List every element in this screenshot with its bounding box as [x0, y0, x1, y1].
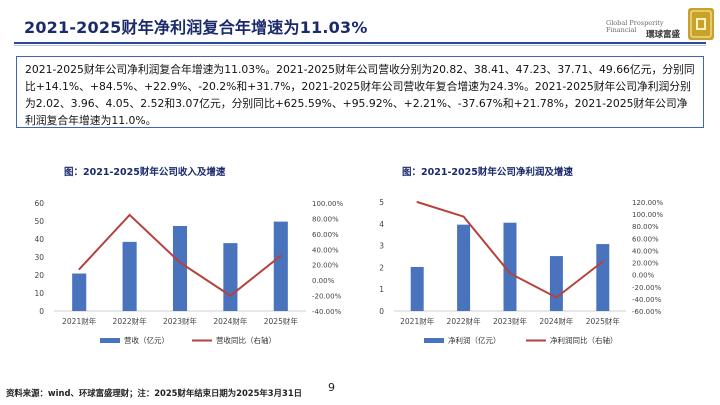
- profit-y-tick-label: 1: [379, 285, 384, 294]
- page-title: 2021-2025财年净利润复合年增速为11.03%: [24, 18, 368, 37]
- revenue-y-tick-label: 30: [34, 253, 44, 262]
- logo-chinese-text: 環球富盛: [646, 30, 681, 40]
- revenue-y-tick-label: 60: [34, 199, 44, 208]
- profit-legend-bar-swatch: [424, 338, 444, 343]
- revenue-legend-bar-swatch: [100, 338, 120, 343]
- revenue-x-tick-label: 2023财年: [163, 316, 198, 326]
- title-underline: [14, 42, 706, 44]
- revenue-y-tick-label: 20: [34, 271, 44, 280]
- profit-y2-tick-label: 60.00%: [632, 235, 659, 243]
- profit-chart-title: 图：2021-2025财年公司净利润及增速: [402, 167, 573, 178]
- revenue-x-tick-label: 2024财年: [213, 316, 248, 326]
- source-note: 资料来源：wind、环球富盛理财；注：2025财年结束日期为2025年3月31日: [6, 388, 303, 398]
- revenue-growth-point: [280, 254, 282, 257]
- profit-growth-point: [416, 201, 418, 203]
- profit-bar: [410, 266, 424, 311]
- coin-logo-icon: [688, 8, 714, 40]
- profit-bar: [457, 224, 471, 311]
- revenue-growth-point: [179, 261, 181, 264]
- profit-y-tick-label: 3: [379, 242, 384, 251]
- profit-legend-bar-label: 净利润（亿元）: [448, 335, 501, 345]
- profit-y2-tick-label: 80.00%: [632, 223, 659, 231]
- profit-y2-tick-label: 120.00%: [632, 199, 663, 207]
- profit-bar: [549, 256, 563, 311]
- revenue-y-tick-label: 40: [34, 235, 44, 244]
- revenue-x-tick-label: 2021财年: [62, 316, 97, 326]
- profit-y-tick-label: 4: [379, 220, 384, 229]
- revenue-legend-line-label: 营收同比（右轴）: [216, 335, 276, 345]
- profit-y2-tick-label: -40.00%: [632, 296, 662, 304]
- revenue-y2-tick-label: -40.00%: [312, 308, 342, 316]
- profit-y2-tick-label: 20.00%: [632, 260, 659, 268]
- page-number: 9: [328, 381, 335, 394]
- revenue-bar: [72, 273, 87, 311]
- profit-y-tick-label: 2: [379, 263, 384, 272]
- profit-bar: [596, 244, 610, 311]
- revenue-y2-tick-label: 40.00%: [312, 246, 339, 254]
- revenue-y-tick-label: 10: [34, 289, 44, 298]
- profit-x-tick-label: 2021财年: [400, 316, 435, 326]
- profit-y-tick-label: 5: [379, 198, 384, 207]
- revenue-growth-point: [78, 268, 80, 271]
- revenue-y2-tick-label: 100.00%: [312, 200, 343, 208]
- profit-y2-tick-label: 0.00%: [632, 272, 655, 280]
- revenue-y-tick-label: 0: [39, 307, 44, 316]
- revenue-y2-tick-label: -20.00%: [312, 293, 342, 301]
- profit-legend-line-label: 净利润同比（右轴）: [550, 335, 618, 345]
- profit-x-tick-label: 2025财年: [586, 316, 621, 326]
- revenue-y2-tick-label: 20.00%: [312, 262, 339, 270]
- profit-growth-point: [602, 260, 604, 263]
- revenue-x-tick-label: 2025财年: [264, 316, 299, 326]
- revenue-bar: [172, 225, 188, 311]
- revenue-chart: 0 10 20 30 40 50 60 -40.00% -20.00% 0.00% 20.00% 40…: [34, 199, 343, 345]
- profit-x-tick-label: 2023财年: [493, 316, 528, 326]
- profit-y2-tick-label: 100.00%: [632, 211, 663, 219]
- profit-y2-tick-label: -20.00%: [632, 284, 662, 292]
- company-logo: Global Prosperity Financial 環球富盛: [604, 6, 716, 42]
- revenue-y-tick-label: 50: [34, 217, 44, 226]
- profit-y2-tick-label: 40.00%: [632, 247, 659, 255]
- profit-growth-point: [462, 215, 465, 218]
- profit-y2-tick-label: -60.00%: [632, 308, 662, 316]
- revenue-bar: [273, 221, 288, 311]
- revenue-y2-tick-label: 80.00%: [312, 215, 339, 223]
- profit-x-tick-label: 2024财年: [539, 316, 574, 326]
- revenue-bar: [223, 243, 238, 311]
- revenue-growth-point: [229, 294, 232, 297]
- profit-growth-point: [555, 296, 558, 299]
- profit-y-tick-label: 0: [379, 307, 384, 316]
- revenue-chart-title: 图：2021-2025财年公司收入及增速: [64, 167, 226, 178]
- title-underline-thin: [14, 45, 706, 46]
- page-title-bar: 2021-2025财年净利润复合年增速为11.03%: [24, 14, 368, 40]
- revenue-y2-tick-label: 0.00%: [312, 277, 335, 285]
- revenue-y2-tick-label: 60.00%: [312, 231, 339, 239]
- revenue-growth-point: [128, 214, 131, 216]
- profit-growth-point: [509, 272, 511, 275]
- revenue-bar: [122, 241, 137, 311]
- revenue-x-tick-label: 2022财年: [113, 316, 148, 326]
- profit-chart: 0 1 2 3 4 5 -60.00% -40.00% -20.00% 0.00% 20.00% 40…: [379, 198, 663, 345]
- summary-text: 2021-2025财年公司净利润复合年增速为11.03%。2021-2025财年…: [25, 63, 695, 127]
- summary-box: 2021-2025财年公司净利润复合年增速为11.03%。2021-2025财年…: [16, 56, 704, 128]
- profit-bar: [503, 222, 517, 311]
- profit-x-tick-label: 2022财年: [447, 316, 482, 326]
- revenue-legend-bar-label: 营收（亿元）: [124, 335, 169, 345]
